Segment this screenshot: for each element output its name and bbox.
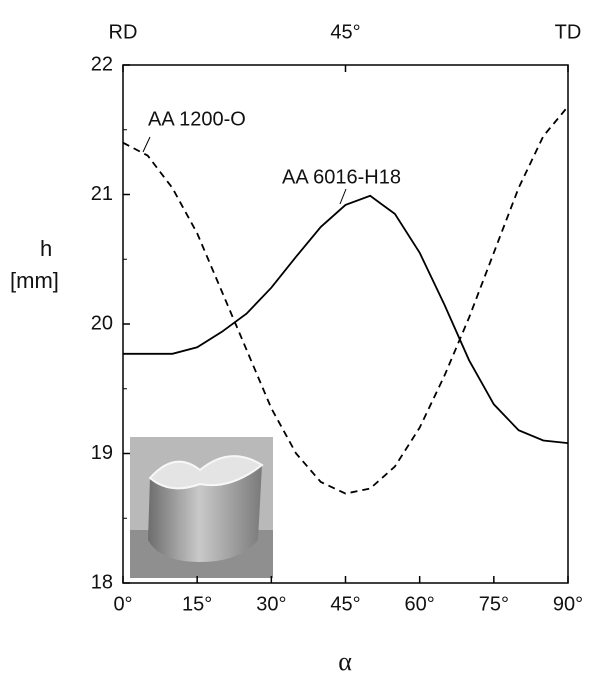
x-tick-label: 15°	[182, 593, 212, 615]
x-tick-label: 45°	[330, 593, 360, 615]
y-tick-label: 21	[91, 183, 113, 205]
annotation-arrow	[339, 188, 347, 205]
series-annotation: AA 1200-O	[148, 108, 246, 130]
annotation-arrow	[142, 136, 151, 153]
x-axis-label: α	[338, 647, 352, 676]
y-axis-label: [mm]	[10, 268, 59, 293]
series-line	[122, 105, 569, 495]
series-annotation: AA 6016-H18	[282, 166, 401, 188]
y-tick-label: 19	[91, 442, 113, 464]
x-tick-label: 60°	[405, 593, 435, 615]
y-tick-label: 22	[91, 53, 113, 75]
x-tick-label: 90°	[553, 593, 583, 615]
inset-photo	[130, 437, 273, 578]
top-tick-label: TD	[555, 21, 582, 43]
series-line	[123, 194, 569, 444]
top-tick-label: RD	[109, 21, 138, 43]
y-axis-label: h	[40, 236, 52, 261]
x-tick-label: 0°	[113, 593, 132, 615]
x-tick-label: 30°	[256, 593, 286, 615]
y-tick-label: 18	[91, 571, 113, 593]
top-tick-label: 45°	[330, 21, 360, 43]
y-tick-label: 20	[91, 312, 113, 334]
x-tick-label: 75°	[479, 593, 509, 615]
